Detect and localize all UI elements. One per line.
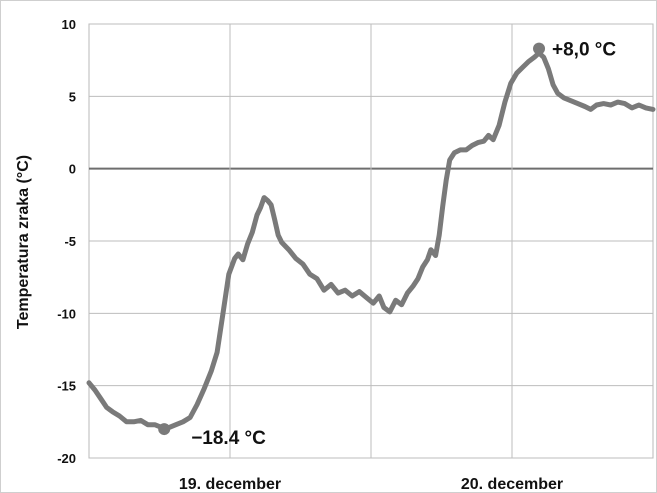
y-axis-title: Temperatura zraka (°C) <box>15 155 32 329</box>
y-tick-label: 5 <box>69 89 76 104</box>
y-tick-label: -15 <box>57 379 76 394</box>
y-tick-label: -5 <box>64 234 76 249</box>
max-point-marker <box>533 42 546 55</box>
x-category-labels: 19. december 20. december <box>179 476 563 492</box>
min-annotation: −18.4 °C <box>191 428 266 449</box>
x-category-label: 19. december <box>179 476 281 492</box>
y-tick-label: 10 <box>62 17 76 32</box>
y-tick-label: -20 <box>57 451 76 466</box>
x-category-label: 20. december <box>461 476 563 492</box>
y-tick-label: 0 <box>69 162 76 177</box>
series-layer <box>86 50 656 431</box>
y-tick-label: -10 <box>57 306 76 321</box>
annotations: −18.4 °C +8,0 °C <box>158 40 616 449</box>
max-annotation: +8,0 °C <box>552 40 616 61</box>
min-point-marker <box>158 423 171 436</box>
temperature-series-line <box>86 50 656 431</box>
y-tick-labels: 10 5 0 -5 -10 -15 -20 <box>57 17 76 466</box>
grid <box>88 23 654 459</box>
